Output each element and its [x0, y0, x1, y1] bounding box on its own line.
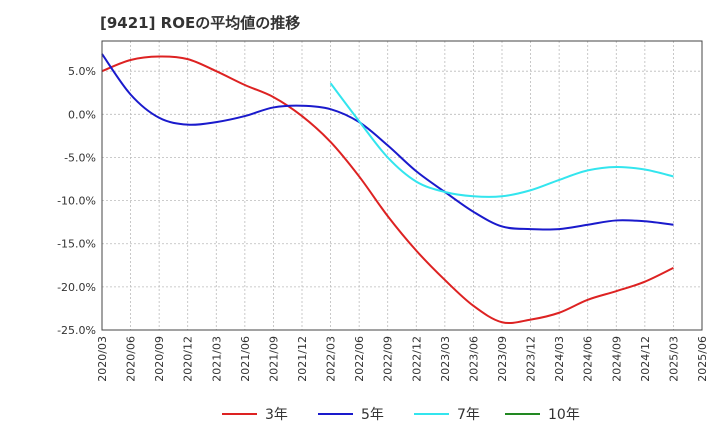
x-tick-label: 2020/09 — [153, 336, 166, 382]
x-tick-label: 2023/06 — [467, 336, 480, 382]
x-tick-label: 2025/06 — [696, 336, 709, 382]
legend-label-3: 7年 — [457, 407, 480, 423]
x-tick-label: 2020/12 — [182, 336, 195, 382]
x-tick-label: 2023/12 — [525, 336, 538, 382]
x-tick-label: 2020/03 — [96, 336, 109, 382]
x-tick-label: 2021/03 — [210, 336, 223, 382]
plot-frame — [101, 40, 703, 331]
x-tick-label: 2021/09 — [267, 336, 280, 382]
x-tick-label: 2024/06 — [582, 336, 595, 382]
y-tick-label: -5.0% — [64, 151, 96, 164]
x-tick-label: 2021/06 — [239, 336, 252, 382]
x-tick-label: 2023/09 — [496, 336, 509, 382]
x-tick-label: 2020/06 — [125, 336, 138, 382]
x-tick-label: 2022/12 — [410, 336, 423, 382]
x-tick-label: 2024/12 — [639, 336, 652, 382]
x-tick-label: 2025/03 — [667, 336, 680, 382]
x-tick-label: 2022/06 — [353, 336, 366, 382]
x-tick-label: 2024/09 — [610, 336, 623, 382]
series-layer — [101, 53, 674, 325]
x-tick-label: 2021/12 — [296, 336, 309, 382]
chart-title: [9421] ROEの平均値の推移 — [100, 14, 301, 32]
series-line-3 — [329, 82, 674, 198]
x-tick-label: 2024/03 — [553, 336, 566, 382]
legend: 3年 5年 7年 10年 — [222, 407, 580, 423]
series-line-2 — [101, 53, 674, 231]
y-tick-label: 0.0% — [68, 108, 96, 121]
legend-label-2: 5年 — [361, 407, 384, 423]
series-line-1 — [101, 55, 674, 325]
y-tick-label: -15.0% — [57, 238, 96, 251]
y-tick-label: 5.0% — [68, 65, 96, 78]
legend-label-1: 3年 — [265, 407, 288, 423]
y-tick-label: -10.0% — [57, 195, 96, 208]
grid-layer — [101, 41, 703, 331]
legend-label-4: 10年 — [548, 407, 580, 423]
x-tick-label: 2023/03 — [439, 336, 452, 382]
x-tick-label: 2022/09 — [382, 336, 395, 382]
y-tick-label: -20.0% — [57, 281, 96, 294]
x-axis-ticks: 2020/03 2020/06 2020/09 2020/12 2021/03 2021/… — [96, 336, 709, 382]
y-axis-ticks: 5.0% 0.0% -5.0% -10.0% -15.0% -20.0% -25.0% — [57, 65, 96, 337]
x-tick-label: 2022/03 — [325, 336, 338, 382]
y-tick-label: -25.0% — [57, 324, 96, 337]
